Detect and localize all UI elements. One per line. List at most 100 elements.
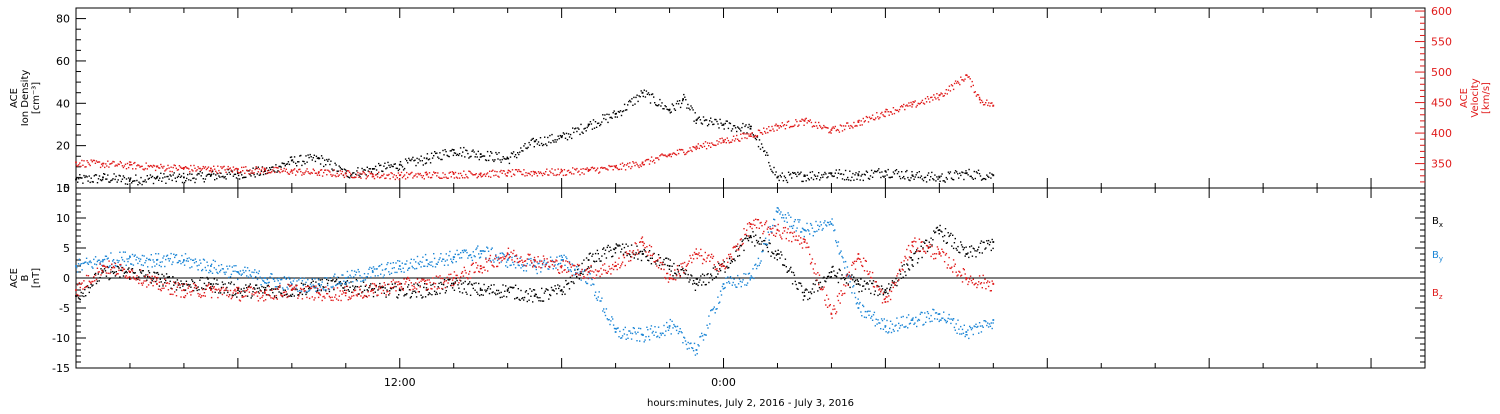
by-dot [273, 279, 274, 280]
ion-density-dot [773, 167, 774, 168]
by-dot [563, 259, 564, 260]
ion-density-dot [390, 164, 391, 165]
ion-density-dot [91, 178, 92, 179]
by-dot [992, 322, 993, 323]
bz-dot [153, 281, 154, 282]
bx-dot [702, 274, 703, 275]
bx-dot [598, 253, 599, 254]
by-dot [606, 308, 607, 309]
ion-density-dot [235, 174, 236, 175]
by-dot [741, 286, 742, 287]
bx-dot [695, 290, 696, 291]
by-dot [783, 217, 784, 218]
bx-dot [119, 276, 120, 277]
by-dot [956, 333, 957, 334]
velocity-dot [134, 162, 135, 163]
bz-dot [530, 260, 531, 261]
by-dot [425, 254, 426, 255]
by-dot [509, 254, 510, 255]
ion-density-dot [728, 128, 729, 129]
by-dot [205, 267, 206, 268]
bx-dot [355, 286, 356, 287]
ion-density-dot [195, 178, 196, 179]
ion-density-dot [329, 164, 330, 165]
by-dot [703, 339, 704, 340]
bx-dot [634, 257, 635, 258]
ion-density-dot [816, 178, 817, 179]
by-dot [860, 311, 861, 312]
ion-density-dot [528, 142, 529, 143]
by-dot [630, 332, 631, 333]
bx-dot [352, 285, 353, 286]
bx-dot [281, 293, 282, 294]
bx-dot [717, 273, 718, 274]
ion-density-dot [180, 177, 181, 178]
velocity-dot [162, 167, 163, 168]
bx-dot [600, 260, 601, 261]
velocity-dot [652, 161, 653, 162]
bz-dot [457, 277, 458, 278]
bz-dot [652, 255, 653, 256]
ion-density-dot [587, 127, 588, 128]
by-dot [174, 257, 175, 258]
ion-density-dot [677, 101, 678, 102]
ion-density-dot [98, 178, 99, 179]
ion-density-dot [202, 172, 203, 173]
bz-dot [152, 276, 153, 277]
by-dot [733, 282, 734, 283]
bz-dot [611, 268, 612, 269]
bz-dot [107, 267, 108, 268]
ion-density-dot [374, 168, 375, 169]
bx-dot [978, 247, 979, 248]
velocity-dot [108, 166, 109, 167]
by-dot [969, 326, 970, 327]
bx-dot [964, 247, 965, 248]
velocity-dot [194, 168, 195, 169]
ion-density-dot [327, 161, 328, 162]
ion-density-dot [328, 159, 329, 160]
bx-dot [221, 287, 222, 288]
bz-dot [248, 287, 249, 288]
ion-density-dot [867, 172, 868, 173]
bx-dot [944, 235, 945, 236]
bx-dot [969, 246, 970, 247]
by-dot [679, 331, 680, 332]
by-dot [309, 290, 310, 291]
bz-dot [579, 265, 580, 266]
by-dot [859, 302, 860, 303]
by-dot [623, 329, 624, 330]
bz-dot [537, 256, 538, 257]
by-dot [492, 259, 493, 260]
velocity-dot [621, 169, 622, 170]
by-dot [660, 333, 661, 334]
ion-density-dot [449, 156, 450, 157]
bx-dot [554, 290, 555, 291]
by-point [480, 250, 482, 252]
velocity-dot [484, 173, 485, 174]
ion-density-dot [230, 174, 231, 175]
bz-dot [774, 225, 775, 226]
ion-density-dot [796, 176, 797, 177]
velocity-dot [877, 116, 878, 117]
by-dot [982, 325, 983, 326]
bx-dot [703, 281, 704, 282]
ion-density-dot [287, 163, 288, 164]
bz-dot [562, 271, 563, 272]
left-y-axis-label-line: ACE [9, 88, 20, 108]
bx-dot [764, 240, 765, 241]
by-dot [399, 261, 400, 262]
by-dot [150, 260, 151, 261]
ion-density-dot [301, 165, 302, 166]
velocity-dot [963, 80, 964, 81]
velocity-dot [987, 105, 988, 106]
by-dot [324, 277, 325, 278]
ion-density-dot [543, 144, 544, 145]
bx-dot [715, 266, 716, 267]
bz-dot [369, 286, 370, 287]
by-dot [352, 281, 353, 282]
ion-density-dot [170, 175, 171, 176]
ion-density-dot [764, 150, 765, 151]
bz-dot [110, 269, 111, 270]
ion-density-dot [717, 123, 718, 124]
